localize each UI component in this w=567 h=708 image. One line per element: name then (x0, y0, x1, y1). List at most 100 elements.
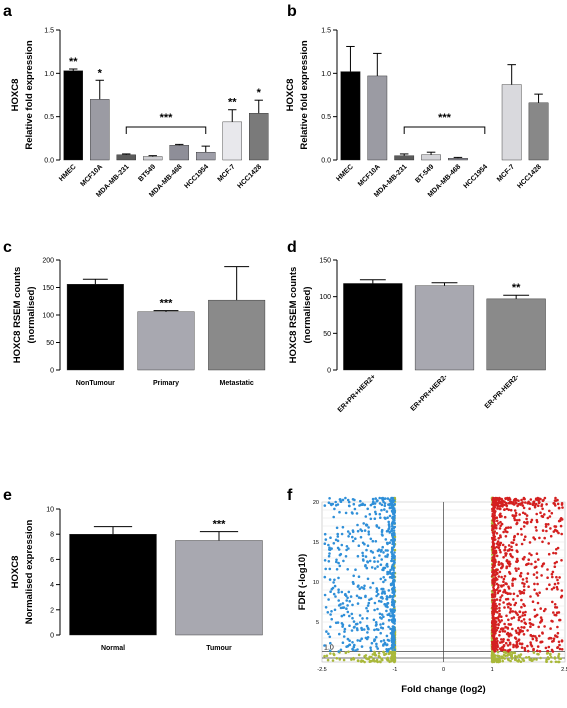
volcano-point (386, 516, 389, 519)
volcano-point (385, 541, 389, 545)
x-tick-label: -1 (392, 667, 397, 673)
volcano-point (560, 589, 564, 592)
volcano-point (323, 532, 327, 536)
volcano-point (554, 634, 557, 637)
volcano-point (537, 498, 541, 502)
volcano-point (387, 527, 391, 531)
volcano-point (353, 643, 356, 647)
volcano-point (554, 499, 558, 502)
volcano-point (543, 513, 546, 516)
volcano-point (523, 604, 526, 608)
volcano-point (514, 501, 518, 505)
bar-a-1 (90, 99, 110, 161)
x-tick-label: 1 (491, 667, 494, 673)
volcano-point (525, 577, 528, 580)
volcano-point (503, 657, 507, 660)
volcano-point (344, 651, 348, 655)
volcano-point (344, 496, 347, 500)
volcano-point (393, 551, 396, 554)
volcano-point (360, 659, 363, 662)
volcano-point (382, 576, 386, 579)
volcano-point (385, 634, 389, 638)
volcano-point (371, 539, 375, 543)
volcano-point (554, 496, 557, 500)
volcano-point (520, 533, 523, 536)
y-axis-title-line2: Relative fold expression (24, 40, 35, 149)
volcano-point (495, 598, 499, 601)
volcano-point (497, 575, 501, 578)
volcano-point (523, 646, 527, 650)
volcano-point (380, 600, 383, 603)
volcano-point (393, 539, 396, 542)
volcano-point (377, 652, 381, 655)
volcano-point (529, 498, 533, 501)
y-tick-label: 0.5 (321, 114, 331, 121)
volcano-point (393, 656, 396, 659)
volcano-point (528, 621, 532, 625)
significance-label: *** (213, 519, 227, 531)
volcano-point (366, 577, 370, 581)
volcano-point (504, 535, 508, 538)
volcano-point (548, 636, 552, 640)
volcano-point (337, 650, 341, 653)
bar-b-0 (340, 71, 361, 161)
volcano-point (367, 530, 371, 533)
volcano-point (368, 598, 371, 602)
volcano-point (383, 504, 387, 508)
volcano-point (390, 636, 394, 640)
category-label: Normal (101, 645, 125, 652)
volcano-point (492, 577, 496, 580)
volcano-point (392, 602, 395, 605)
volcano-point (500, 522, 504, 526)
panel-label-e: e (3, 487, 12, 504)
volcano-point (324, 567, 328, 571)
volcano-point (342, 635, 346, 638)
volcano-point (529, 502, 532, 506)
volcano-point (498, 527, 502, 530)
volcano-point (497, 499, 501, 503)
volcano-point (549, 534, 553, 538)
volcano-point (392, 583, 395, 586)
volcano-point (544, 523, 548, 526)
volcano-point (327, 543, 330, 547)
volcano-point (521, 611, 525, 614)
volcano-point (549, 656, 553, 659)
volcano-point (560, 518, 564, 521)
volcano-point (534, 560, 537, 564)
volcano-point (516, 532, 520, 536)
volcano-point (328, 497, 331, 500)
volcano-point (498, 598, 502, 602)
volcano-point (342, 606, 346, 609)
volcano-point (533, 608, 536, 612)
volcano-point (498, 657, 501, 661)
volcano-point (524, 535, 527, 538)
y-tick-label: 20 (313, 500, 319, 506)
volcano-point (528, 618, 532, 621)
volcano-point (361, 554, 365, 557)
volcano-point (391, 533, 394, 536)
panel-a-bar-chart: 0.0 0.5 1.0 1.5 HOXC8 Relative fold expressio… (10, 28, 269, 199)
volcano-point (535, 613, 539, 617)
volcano-point (498, 614, 501, 617)
volcano-point (352, 657, 356, 661)
volcano-point (372, 500, 375, 504)
volcano-point (553, 525, 556, 528)
volcano-point (376, 565, 379, 568)
volcano-points (323, 496, 564, 664)
volcano-point (342, 613, 346, 617)
volcano-point (334, 500, 338, 504)
volcano-point (517, 638, 521, 641)
volcano-point (506, 602, 509, 606)
volcano-point (375, 587, 379, 590)
volcano-point (546, 576, 549, 579)
volcano-point (365, 566, 369, 570)
volcano-point (392, 626, 395, 629)
y-tick-label: 50 (323, 331, 331, 338)
volcano-point (524, 501, 527, 504)
volcano-point (377, 526, 381, 530)
volcano-point (506, 561, 510, 565)
volcano-point (383, 516, 387, 520)
bar-b-4 (448, 158, 468, 161)
threshold-label: 1.0 (324, 645, 334, 652)
volcano-point (535, 637, 538, 640)
